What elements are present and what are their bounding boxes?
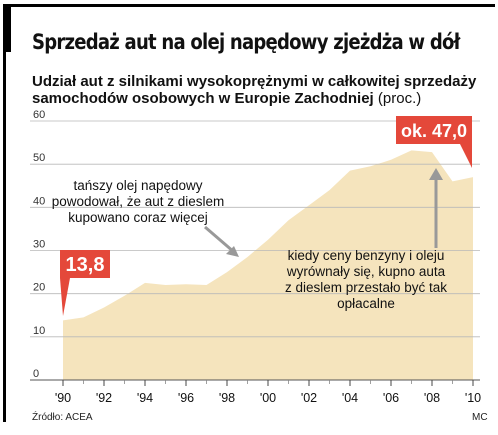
left-annotation-line: powodował, że aut z dieslem <box>52 194 225 209</box>
x-tick-label: '04 <box>342 391 358 405</box>
x-tick-label: '96 <box>178 391 194 405</box>
y-tick-label: 40 <box>33 195 45 207</box>
right-annotation-line: opłacalne <box>337 296 395 311</box>
y-tick-label: 30 <box>33 239 45 251</box>
left-annotation-line: tańszy olej napędowy <box>73 178 202 193</box>
left-annotation-arrow-head <box>226 246 239 257</box>
chart-subtitle: Udział aut z silnikami wysokoprężnymi w … <box>32 73 498 107</box>
source-note: Źródło: ACEA <box>32 412 93 423</box>
data-area <box>63 150 473 380</box>
x-tick-label: '90 <box>55 391 71 405</box>
frame-accent-bar <box>3 4 11 52</box>
left-annotation-arrow-shaft <box>204 225 235 254</box>
start-value-callout-pointer <box>60 278 70 316</box>
start-value-callout-text: 13,8 <box>66 254 105 276</box>
chart-subtitle-text: Udział aut z silnikami wysokoprężnymi w … <box>32 73 477 107</box>
x-tick-label: '02 <box>301 391 317 405</box>
end-value-callout-pointer <box>460 144 472 168</box>
x-tick-label: '00 <box>260 391 276 405</box>
y-tick-label: 10 <box>33 325 45 337</box>
right-annotation-line: wyrównały się, kupno auta <box>286 264 446 279</box>
chart-unit: (proc.) <box>377 90 422 107</box>
frame-top-rule <box>3 4 495 7</box>
frame-left-rule <box>3 4 6 422</box>
x-tick-label: '08 <box>424 391 440 405</box>
start-value-callout-box <box>60 250 110 278</box>
x-tick-label: '06 <box>383 391 399 405</box>
right-annotation-line: kiedy ceny benzyny i oleju <box>288 248 445 263</box>
y-tick-label: 20 <box>33 282 45 294</box>
x-tick-label: '94 <box>137 391 153 405</box>
y-tick-label: 0 <box>33 368 39 380</box>
end-value-callout-text: ok. 47,0 <box>401 121 467 141</box>
end-value-callout-box <box>396 116 472 144</box>
right-annotation-line: z dieslem przestało być tak <box>285 280 447 295</box>
right-annotation-arrow-head <box>429 168 443 180</box>
x-tick-label: '92 <box>96 391 112 405</box>
x-tick-label: '98 <box>219 391 235 405</box>
chart-title: Sprzedaż aut na olej napędowy zjeżdża w … <box>32 30 460 54</box>
y-tick-label: 50 <box>33 152 45 164</box>
author-credit: MC <box>472 412 488 423</box>
x-tick-label: '10 <box>465 391 481 405</box>
left-annotation-line: kupowano coraz więcej <box>68 210 208 225</box>
y-tick-label: 60 <box>33 109 45 121</box>
